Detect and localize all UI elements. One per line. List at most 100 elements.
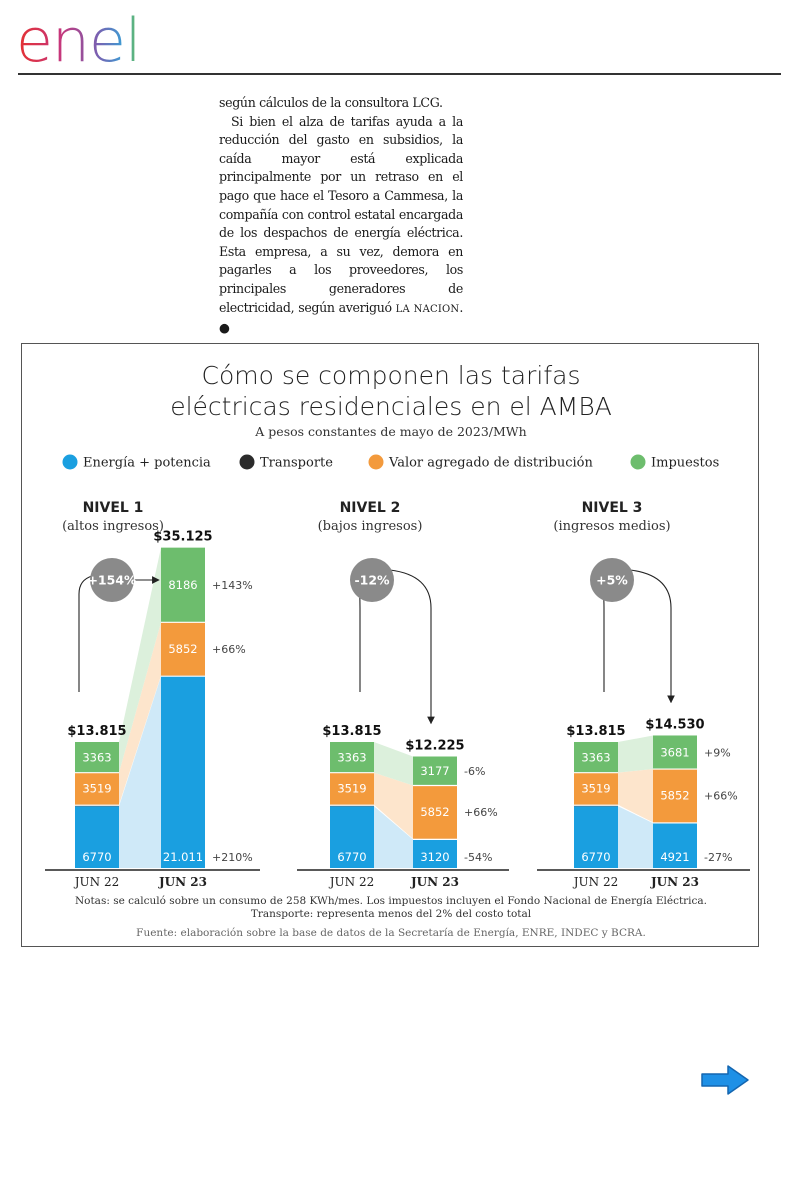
group-3-bar-1-total-label: $13.815 (566, 724, 625, 739)
group-2-change-bubble (350, 558, 394, 602)
legend-taxes-label: Impuestos (651, 456, 719, 471)
group-2-vad-band (374, 772, 413, 839)
group-1-vad-band (119, 622, 161, 805)
chart-subtitle: A pesos constantes de mayo de 2023/MWh (254, 424, 526, 439)
legend-vad-swatch (368, 454, 384, 470)
chart-source: Fuente: elaboración sobre la base de dat… (136, 927, 646, 939)
legend-transport-label: Transporte (260, 456, 333, 471)
chart-notes-line-2: Transporte: representa menos del 2% del … (251, 908, 532, 920)
group-1-energy-band (119, 676, 161, 868)
group-3-taxes-band (618, 735, 653, 773)
group-1-title: NIVEL 1 (83, 500, 144, 516)
group-2-bar-2-vad (413, 785, 457, 839)
group-3-bar-1-taxes (574, 742, 618, 773)
article-paragraph-2-body: Si bien el alza de tarifas ayuda a la re… (219, 113, 463, 315)
group-3-change-label: +5% (596, 573, 628, 588)
group-3-bar-1-taxes-label: 3363 (581, 750, 610, 764)
group-3-pct-taxes: +9% (704, 746, 731, 759)
group-2-change-label: -12% (354, 573, 390, 588)
group-2-bar-2-energy (413, 839, 457, 868)
group-1-bar-2-category-label: JUN 23 (158, 875, 207, 889)
group-3-bar-2-taxes (653, 735, 697, 770)
group-3-energy-band (618, 806, 653, 868)
group-2-bar-2-vad-label: 5852 (420, 805, 449, 819)
legend-energy-label: Energía + potencia (83, 456, 211, 471)
group-2-bar-2-taxes (413, 756, 457, 786)
logo-text: enel (16, 6, 141, 66)
group-1-change-arrow-line (78, 575, 93, 692)
chart-infographic: Cómo se componen las tarifas eléctricas r… (21, 343, 759, 947)
group-2-bar-1-vad-label: 3519 (337, 782, 366, 796)
group-3-title: NIVEL 3 (582, 500, 643, 516)
group-1-change-label: +154% (87, 573, 137, 588)
group-3-vad-band (618, 769, 653, 823)
group-3-bar-2-category-label: JUN 23 (650, 875, 699, 889)
article-paragraph-2: Si bien el alza de tarifas ayuda a la re… (219, 113, 463, 338)
article-end-mark: . ● (219, 299, 463, 336)
group-2-bar-2-total-label: $12.225 (405, 739, 464, 754)
group-3-bar-1-vad-label: 3519 (581, 782, 610, 796)
next-page-arrow-icon[interactable] (700, 1064, 750, 1096)
group-1-bar-1-energy-label: 6770 (82, 850, 111, 864)
group-2-pct-taxes: -6% (464, 765, 485, 778)
group-2-change-arrow-head (389, 569, 435, 725)
group-1-bar-1-vad (75, 772, 119, 805)
group-3-bar-2-taxes-label: 3681 (660, 745, 689, 759)
group-3-bar-1-energy (574, 806, 618, 868)
chart-title-line-1: Cómo se componen las tarifas (201, 361, 580, 390)
group-1-bar-2-energy (161, 676, 205, 868)
group-1-bar-1-category-label: JUN 22 (73, 875, 120, 889)
group-2-bar-1-taxes (330, 742, 374, 773)
group-1-bar-2-total-label: $35.125 (153, 530, 212, 545)
group-3-pct-vad: +66% (704, 790, 738, 803)
group-1-bar-1-vad-label: 3519 (82, 782, 111, 796)
group-1-bar-1-energy (75, 806, 119, 868)
group-1-bar-1-total-label: $13.815 (67, 724, 126, 739)
group-2-bar-2-taxes-label: 3177 (420, 764, 449, 778)
group-2-bar-1-taxes-label: 3363 (337, 750, 366, 764)
group-2-bar-2-category-label: JUN 23 (410, 875, 459, 889)
legend-vad-label: Valor agregado de distribución (388, 456, 593, 471)
group-3-bar-2-vad-label: 5852 (660, 789, 689, 803)
group-1-pct-vad: +66% (212, 643, 246, 656)
group-2-energy-band (374, 806, 413, 868)
legend-energy-swatch (62, 454, 78, 470)
header-rule (18, 73, 781, 75)
article-paragraph-1: según cálculos de la consultora LCG. (219, 95, 443, 110)
group-1-pct-energy: +210% (212, 851, 253, 864)
group-3-change-arrow-head (629, 569, 675, 704)
enel-logo: enel (16, 6, 142, 66)
group-3-bar-2-energy-label: 4921 (660, 850, 689, 864)
group-2-bar-1-total-label: $13.815 (322, 724, 381, 739)
group-1-bar-2-vad-label: 5852 (168, 642, 197, 656)
group-2-pct-vad: +66% (464, 806, 498, 819)
group-1-bar-2-energy-label: 21.011 (163, 850, 203, 864)
group-2-bar-1-energy (330, 806, 374, 868)
group-3-bar-1-vad (574, 772, 618, 805)
chart-title-line-2: eléctricas residenciales en el AMBA (170, 392, 612, 421)
group-1-bar-1-taxes-label: 3363 (82, 750, 111, 764)
group-1-bar-2-taxes (161, 547, 205, 623)
group-1-taxes-band (119, 547, 161, 773)
group-1-subtitle: (altos ingresos) (62, 519, 164, 534)
group-1-bar-2-vad (161, 622, 205, 676)
chart-notes-line-1: Notas: se calculó sobre un consumo de 25… (75, 895, 707, 907)
group-2-bar-2-energy-label: 3120 (420, 850, 449, 864)
article-source-name: LA NACION (395, 303, 460, 315)
group-3-change-bubble (590, 558, 634, 602)
group-2-subtitle: (bajos ingresos) (318, 519, 423, 534)
group-2-taxes-band (374, 742, 413, 786)
group-2-bar-1-category-label: JUN 22 (328, 875, 375, 889)
group-3-bar-2-energy (653, 823, 697, 868)
group-3-subtitle: (ingresos medios) (553, 519, 670, 534)
group-1-bar-1-taxes (75, 742, 119, 773)
group-3-pct-energy: -27% (704, 851, 732, 864)
legend-taxes-swatch (630, 454, 646, 470)
group-2-pct-energy: -54% (464, 851, 492, 864)
group-2-bar-1-energy-label: 6770 (337, 850, 366, 864)
group-3-bar-1-category-label: JUN 22 (572, 875, 619, 889)
legend-transport-swatch (239, 454, 255, 470)
group-1-pct-taxes: +143% (212, 579, 253, 592)
group-2-title: NIVEL 2 (340, 500, 401, 516)
